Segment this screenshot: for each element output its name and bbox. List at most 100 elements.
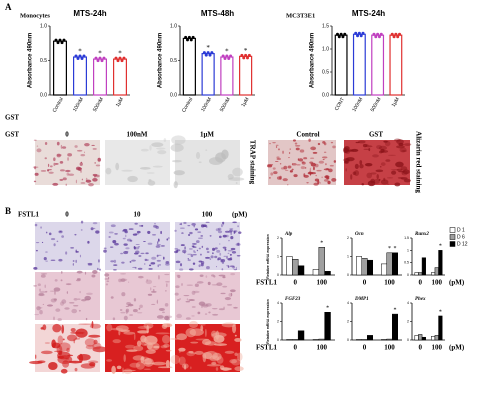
dose-unit: (pM) — [232, 211, 248, 219]
stain-texture — [57, 351, 71, 360]
stain-texture — [279, 163, 282, 165]
stain-texture — [157, 366, 173, 369]
stain-texture — [170, 143, 184, 152]
replicate-dot — [98, 56, 102, 60]
replicate-dot — [335, 32, 339, 36]
stain-texture — [200, 263, 204, 267]
x-axis-label: FSTL1 — [256, 279, 278, 287]
bar — [418, 334, 423, 341]
stain-texture — [234, 337, 242, 342]
stain-texture — [86, 292, 93, 295]
stain-texture — [54, 163, 59, 165]
stain-texture — [75, 249, 77, 253]
stain-texture — [144, 358, 152, 365]
stain-texture — [129, 260, 132, 263]
stain-texture — [275, 145, 278, 149]
stain-texture — [34, 166, 37, 170]
stain-texture — [331, 177, 337, 182]
y-tick-label: 1.5 — [404, 236, 409, 240]
stain-texture — [344, 158, 350, 164]
stain-texture — [218, 308, 225, 311]
stain-texture — [125, 308, 130, 313]
stain-texture — [370, 172, 377, 175]
stain-texture — [313, 148, 315, 150]
stain-texture — [147, 293, 153, 296]
y-tick-label: 4 — [277, 301, 279, 305]
stain-texture — [123, 369, 136, 372]
stain-texture — [233, 269, 237, 271]
stain-texture — [325, 175, 328, 178]
stain-texture — [61, 299, 67, 304]
stain-texture — [296, 164, 301, 166]
replicate-dot — [246, 56, 249, 60]
stain-texture — [272, 141, 276, 144]
stain-texture — [204, 313, 208, 315]
stain-texture — [289, 170, 293, 173]
stain-texture — [148, 264, 152, 267]
stain-texture — [375, 169, 384, 173]
stain-texture — [150, 291, 157, 293]
stain-label: Alizarin red staining — [414, 131, 422, 193]
stain-texture — [222, 275, 226, 279]
y-tick-label: 4 — [347, 301, 349, 305]
stain-texture — [295, 147, 300, 151]
dose-label: 10 — [134, 211, 142, 219]
stain-texture — [151, 233, 157, 236]
stain-texture — [123, 228, 128, 232]
stain-texture — [70, 247, 75, 249]
stain-texture — [109, 246, 114, 248]
stain-texture — [205, 221, 210, 224]
x-tick-label: 500nM — [92, 97, 105, 113]
stain-texture — [61, 270, 63, 274]
stain-texture — [160, 345, 168, 349]
stain-texture — [345, 168, 348, 172]
stain-texture — [197, 237, 203, 240]
stain-texture — [230, 232, 232, 236]
stain-texture — [34, 223, 38, 227]
stain-texture — [156, 254, 159, 258]
stain-texture — [150, 287, 152, 291]
stain-texture — [206, 251, 210, 253]
stain-texture — [383, 140, 388, 143]
replicate-dot — [210, 51, 214, 55]
stain-texture — [308, 138, 311, 142]
stain-texture — [288, 151, 291, 155]
stain-texture — [163, 256, 165, 260]
stain-texture — [358, 140, 366, 144]
stain-texture — [157, 254, 162, 256]
stain-texture — [129, 314, 134, 316]
stain-texture — [49, 290, 56, 292]
bar — [297, 330, 305, 341]
stain-texture — [166, 283, 168, 288]
charts: 0.0 0.5 1.0 Absorbance 490nm MTS-24h Monocyte… — [20, 9, 468, 352]
stain-texture — [394, 182, 401, 187]
stain-texture — [40, 350, 53, 355]
stain-texture — [380, 179, 389, 185]
replicate-dot — [102, 56, 106, 60]
y-tick-label: 0 — [277, 273, 279, 277]
stain-texture — [230, 236, 234, 240]
x-tick-label: 100nM — [200, 97, 213, 113]
stain-texture — [78, 309, 81, 312]
stain-texture — [55, 308, 61, 312]
stain-texture — [292, 162, 294, 166]
significance: * — [244, 47, 248, 55]
stain-texture — [217, 230, 223, 234]
stain-texture — [325, 163, 327, 166]
y-axis-label: Absorbance 490nm — [28, 33, 34, 88]
stain-texture — [118, 278, 122, 283]
replicate-dot — [78, 54, 82, 58]
stain-texture — [80, 220, 84, 224]
significance: * — [439, 309, 442, 315]
stain-texture — [35, 354, 37, 359]
stain-texture — [214, 255, 218, 259]
stain-texture — [216, 249, 221, 253]
stain-texture — [198, 161, 202, 164]
stain-texture — [238, 231, 242, 234]
bar — [421, 336, 426, 341]
stain-texture — [232, 221, 237, 224]
stain-texture — [52, 323, 62, 333]
stain-texture — [134, 222, 138, 225]
stain-texture — [181, 363, 189, 369]
stain-texture — [224, 230, 230, 233]
